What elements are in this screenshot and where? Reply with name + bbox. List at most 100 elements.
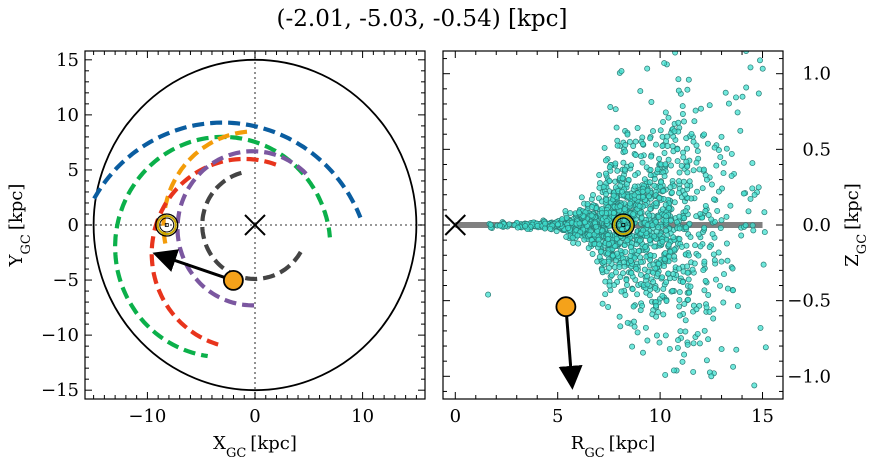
cloud-star xyxy=(628,162,635,169)
cloud-star xyxy=(632,138,639,145)
cloud-star xyxy=(720,159,727,166)
galaxy-boundary-circle xyxy=(92,58,418,392)
cloud-star xyxy=(687,234,694,241)
cloud-star xyxy=(636,203,643,210)
rz-foreground xyxy=(444,213,635,390)
cloud-star xyxy=(651,243,658,250)
xy-ytick-label: 15 xyxy=(56,50,79,71)
cloud-star xyxy=(642,324,649,331)
cloud-star xyxy=(676,296,683,303)
cloud-star xyxy=(681,351,688,358)
xy-ytick-label: 0 xyxy=(68,215,79,236)
spiral-arm-6 xyxy=(200,170,303,282)
cloud-star xyxy=(614,250,621,257)
cloud-star xyxy=(740,190,747,197)
xy-velocity-arrow xyxy=(152,249,234,282)
cloud-star xyxy=(621,166,628,173)
cloud-star xyxy=(650,128,656,135)
cloud-star xyxy=(676,169,683,176)
cloud-star xyxy=(750,227,757,234)
cloud-star xyxy=(684,263,691,270)
cloud-star xyxy=(690,167,697,174)
cloud-star xyxy=(710,251,717,258)
cloud-star xyxy=(679,111,686,117)
cloud-star xyxy=(662,161,669,168)
cloud-star xyxy=(693,142,700,149)
cloud-star xyxy=(749,222,756,229)
cloud-star xyxy=(653,313,660,320)
cloud-star xyxy=(724,285,731,292)
cloud-star xyxy=(606,164,613,171)
cloud-star xyxy=(497,222,503,229)
cloud-star xyxy=(639,159,646,166)
cloud-star xyxy=(694,188,700,195)
cloud-star xyxy=(660,188,667,194)
cloud-star xyxy=(701,287,708,294)
cloud-star xyxy=(694,148,701,155)
cloud-star xyxy=(679,279,686,285)
cloud-star xyxy=(634,125,641,131)
cloud-star xyxy=(689,266,696,273)
cloud-star xyxy=(661,150,668,156)
cloud-star xyxy=(602,170,609,177)
rz-xtick-label: 0 xyxy=(450,406,461,427)
cloud-star xyxy=(701,224,708,231)
cloud-star xyxy=(687,283,694,290)
cloud-star xyxy=(589,204,595,210)
cloud-star xyxy=(637,209,643,216)
cloud-star xyxy=(717,282,723,289)
cloud-star xyxy=(747,195,754,202)
xy-ytick-label: 10 xyxy=(56,105,79,126)
cloud-star xyxy=(683,158,690,165)
cloud-star xyxy=(617,323,624,330)
cloud-star xyxy=(602,291,609,298)
xy-xlabel: XGC [kpc] xyxy=(213,433,297,461)
cloud-star xyxy=(663,213,670,220)
cloud-star xyxy=(608,272,615,279)
cloud-star xyxy=(761,229,768,236)
spiral-arm-5 xyxy=(175,149,308,308)
cloud-star xyxy=(670,367,677,374)
cloud-star xyxy=(682,224,689,231)
cloud-star xyxy=(612,243,619,250)
cloud-star xyxy=(660,285,667,292)
cloud-star xyxy=(705,212,712,218)
cloud-star xyxy=(675,76,682,83)
cloud-star xyxy=(684,86,691,93)
cloud-star xyxy=(624,319,631,326)
cloud-star xyxy=(644,187,651,194)
cloud-star xyxy=(522,223,529,230)
cloud-star xyxy=(661,60,668,67)
cloud-star xyxy=(718,346,725,353)
cloud-star xyxy=(584,201,591,207)
cloud-star xyxy=(737,127,744,134)
cloud-star xyxy=(630,303,637,310)
cloud-star xyxy=(541,225,548,232)
cloud-star xyxy=(762,344,769,351)
xy-xtick-label: 0 xyxy=(249,406,260,427)
cloud-star xyxy=(562,208,569,215)
rz-ytick-label: −1.0 xyxy=(787,366,831,387)
cloud-star xyxy=(603,218,610,224)
cloud-star xyxy=(646,292,653,299)
cloud-star xyxy=(718,133,725,140)
cloud-star xyxy=(710,315,717,322)
xy-xtick-label: 10 xyxy=(351,406,374,427)
cloud-star xyxy=(723,213,730,220)
cloud-star xyxy=(596,172,603,178)
cloud-star xyxy=(599,300,606,307)
cloud-star xyxy=(614,167,621,174)
cloud-star xyxy=(669,189,675,196)
cloud-star xyxy=(680,178,687,185)
cloud-star xyxy=(734,303,741,310)
cloud-star xyxy=(634,329,641,336)
cloud-star xyxy=(661,256,668,263)
cloud-star xyxy=(681,447,686,452)
cloud-star xyxy=(666,345,673,352)
cloud-star xyxy=(647,252,654,259)
cloud-star xyxy=(682,191,688,198)
cloud-star xyxy=(599,266,605,273)
cloud-star xyxy=(641,176,648,183)
cloud-star xyxy=(703,357,710,364)
cloud-star xyxy=(606,177,613,184)
